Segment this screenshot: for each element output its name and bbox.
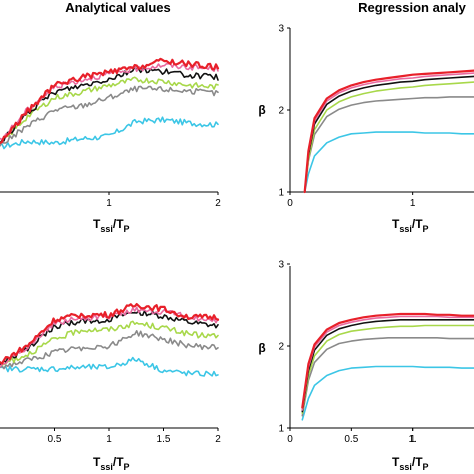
series-line-cyan	[303, 131, 474, 193]
x-axis-label-top-right: Tssi/TP	[392, 217, 429, 234]
y-tick-label: 3	[278, 260, 284, 271]
x-label-sub: ssi	[399, 224, 412, 234]
x-label-main: T	[392, 217, 400, 231]
panel-bottom-right: β 0 0.5 11.123	[258, 260, 474, 445]
x-label-sub: ssi	[399, 462, 412, 472]
x-label-main: T	[392, 455, 400, 469]
x-label-p: P	[124, 224, 130, 234]
series-line-black	[301, 318, 474, 413]
x-tick-label: 0	[287, 198, 293, 209]
series-line-black	[303, 75, 474, 193]
x-label-main: T	[93, 217, 101, 231]
series-line-cyan	[0, 116, 219, 150]
x-tick-label: 1	[410, 434, 416, 445]
x-label-over: /T	[113, 455, 124, 469]
x-label-p: P	[423, 224, 429, 234]
y-tick-label: 1	[278, 424, 284, 435]
x-tick-label: 0.5	[48, 434, 62, 445]
x-tick-label: 1	[106, 434, 112, 445]
series-line-pink	[303, 72, 474, 193]
x-label-p: P	[423, 462, 429, 472]
x-tick-label: 1	[106, 198, 112, 209]
x-tick-label: 1.	[408, 434, 416, 445]
y-tick-label: 2	[278, 106, 284, 117]
left-title: Analytical values	[65, 0, 171, 15]
series-line-red	[301, 312, 474, 409]
x-label-main: T	[93, 455, 101, 469]
x-axis-label-bottom-right: Tssi/TP	[392, 455, 429, 472]
x-label-p: P	[124, 462, 130, 472]
series-line-red	[303, 69, 474, 194]
x-label-sub: ssi	[100, 462, 113, 472]
x-label-sub: ssi	[100, 224, 113, 234]
x-tick-label: 1.5	[157, 434, 171, 445]
y-tick-label: 1	[278, 188, 284, 199]
series-line-gray	[0, 329, 219, 370]
series-line-black	[0, 66, 219, 144]
x-tick-label: 0	[287, 434, 293, 445]
y-tick-label: 2	[278, 342, 284, 353]
x-tick-label: 0.5	[344, 434, 358, 445]
series-line-green	[303, 81, 474, 193]
series-line-cyan	[0, 356, 219, 377]
x-label-over: /T	[412, 217, 423, 231]
x-tick-label: 1	[410, 198, 416, 209]
right-title: Regression analy	[358, 0, 466, 15]
y-axis-label: β	[258, 341, 265, 355]
series-line-red	[0, 303, 220, 365]
series-line-pink	[301, 315, 474, 411]
series-line-gray	[303, 96, 474, 193]
series-line-pink	[0, 62, 219, 141]
x-axis-label-bottom-left: Tssi/TP	[93, 455, 130, 472]
panel-bottom-left: 0.5 1 1.5 2	[0, 303, 221, 445]
series-line-green	[301, 324, 474, 415]
y-axis-label: β	[258, 103, 265, 117]
y-tick-label: 3	[278, 24, 284, 35]
x-axis-label-top-left: Tssi/TP	[93, 217, 130, 234]
x-tick-label: 2	[215, 198, 221, 209]
x-label-over: /T	[412, 455, 423, 469]
series-line-cyan	[301, 365, 474, 421]
x-label-over: /T	[113, 217, 124, 231]
series-line-red	[0, 57, 220, 144]
x-tick-label: 2	[215, 434, 221, 445]
series-line-green	[0, 320, 219, 366]
series-line-gray	[301, 336, 474, 417]
series-line-black	[0, 309, 219, 365]
series-line-gray	[0, 85, 219, 147]
